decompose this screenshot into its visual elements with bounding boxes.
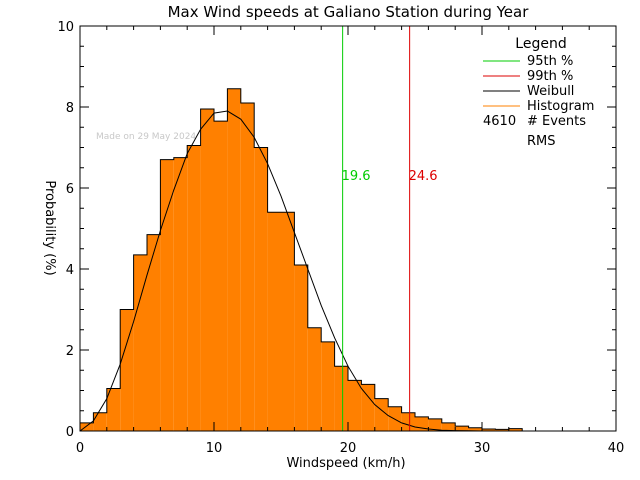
histogram-bar [307,327,322,431]
histogram-bar [267,212,281,431]
histogram-bar [374,398,389,431]
histogram-bar [508,428,523,431]
histogram-bar [361,384,375,431]
y-tick-label: 2 [66,344,74,359]
histogram-bar [200,109,214,432]
histogram-bar [93,412,107,431]
y-axis-label: Probability (%) [42,180,57,275]
histogram-bar [401,412,415,431]
y-tick-label: 4 [66,263,74,278]
histogram-bars [79,88,536,432]
x-tick-label: 30 [474,441,491,456]
histogram-bar [294,264,308,431]
histogram-bar [120,309,134,431]
legend-item-label: Histogram [527,99,594,114]
y-tick-label: 8 [66,101,74,116]
legend-rms-label: RMS [527,134,556,149]
histogram-bar [441,422,456,431]
percentile-label: 24.6 [409,169,438,184]
histogram-bar [133,254,147,431]
legend-item-label: 99th % [527,69,573,84]
y-tick-label: 0 [66,425,74,440]
legend-events-label: # Events [527,114,586,129]
legend-event-count: 4610 [483,114,516,129]
axes-ticks: 0 10 20 30 40 0 2 4 6 8 10 [57,20,624,456]
histogram-bar [147,234,161,431]
histogram-bar [455,426,469,431]
histogram-bar [428,418,442,431]
x-tick-label: 10 [206,441,223,456]
histogram-bar [227,88,241,432]
histogram-bar [187,145,201,431]
histogram-bar [214,121,228,432]
legend-title: Legend [515,36,566,52]
watermark-text: Made on 29 May 2024 [96,132,196,142]
x-tick-label: 20 [340,441,357,456]
histogram-bar [321,341,335,431]
histogram-bar [495,429,509,431]
histogram-bar [334,366,348,431]
histogram-bar [348,380,362,431]
histogram-bar [468,427,482,431]
chart-title: Max Wind speeds at Galiano Station durin… [168,3,530,21]
histogram-bar [173,157,188,431]
percentile-lines: 19.6 24.6 [342,26,438,431]
histogram-bar [281,212,295,431]
histogram-bar [80,422,94,431]
histogram-outline [79,88,536,432]
histogram-bar [240,102,255,431]
legend-item-label: 95th % [527,54,573,69]
histogram-bar [482,428,496,431]
percentile-label: 19.6 [342,169,371,184]
x-tick-label: 0 [76,441,84,456]
weibull-curve [79,110,483,432]
histogram-bar [254,147,268,431]
histogram-bar [160,159,174,431]
x-tick-label: 40 [608,441,625,456]
y-tick-label: 6 [66,182,74,197]
histogram-bar [106,388,121,431]
x-axis-label: Windspeed (km/h) [286,456,405,471]
legend-item-label: Weibull [527,84,574,99]
y-tick-label: 10 [57,20,74,35]
